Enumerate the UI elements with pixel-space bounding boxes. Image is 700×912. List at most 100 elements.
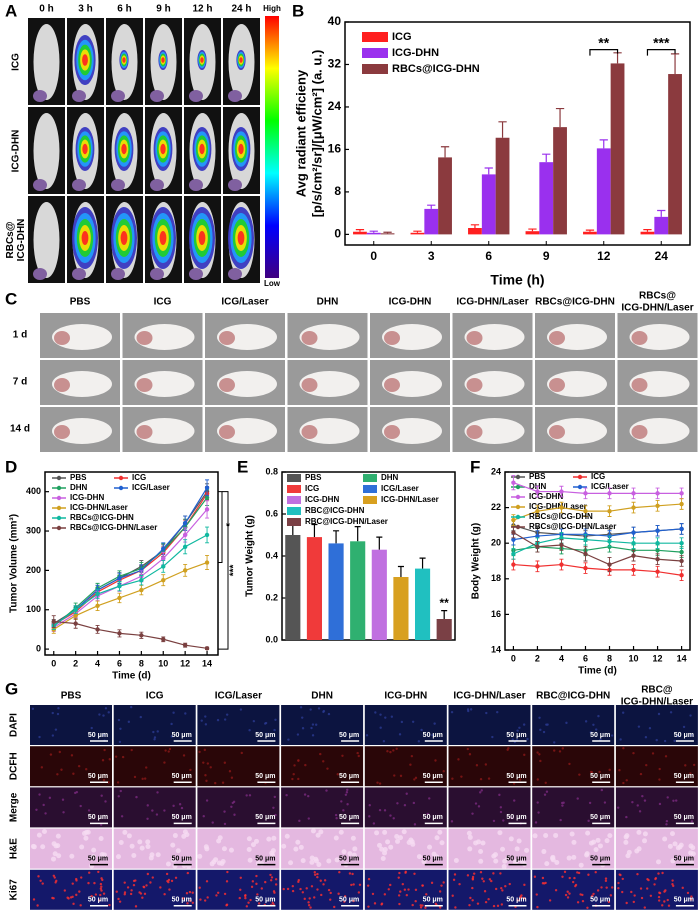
- legend-label: ICG-DHN/Laser: [529, 502, 587, 511]
- texture: [145, 839, 151, 845]
- y-tick-label: 0.4: [265, 550, 278, 560]
- scale-bar-label: 50 μm: [590, 897, 610, 904]
- texture: [484, 763, 488, 766]
- texture: [156, 791, 159, 794]
- tumor: [301, 378, 318, 392]
- texture: [398, 871, 401, 875]
- marker: [511, 480, 516, 485]
- texture: [378, 782, 382, 785]
- tumor: [631, 378, 648, 392]
- texture: [313, 856, 319, 862]
- texture: [295, 839, 301, 845]
- texture: [673, 739, 676, 743]
- texture: [333, 905, 336, 909]
- texture: [457, 758, 460, 761]
- texture: [481, 877, 484, 880]
- mouse: [629, 371, 690, 397]
- texture: [60, 768, 63, 771]
- marker: [559, 505, 564, 510]
- texture: [297, 759, 300, 762]
- mouse: [134, 418, 195, 444]
- marker: [182, 642, 188, 648]
- texture: [346, 803, 349, 806]
- texture: [689, 714, 692, 717]
- legend-label: ICG: [392, 31, 412, 43]
- texture: [413, 778, 416, 781]
- texture: [146, 872, 150, 876]
- scale-bar-label: 50 μm: [590, 855, 610, 862]
- texture: [378, 808, 382, 812]
- texture: [63, 889, 67, 892]
- tumor: [54, 425, 70, 439]
- texture: [230, 805, 233, 808]
- texture: [75, 893, 78, 897]
- series-line: [53, 620, 208, 649]
- texture: [168, 747, 172, 751]
- texture: [132, 883, 136, 887]
- texture: [200, 719, 203, 722]
- texture: [662, 836, 668, 842]
- stain-label: Merge: [9, 792, 20, 822]
- texture: [466, 747, 470, 751]
- texture: [123, 891, 127, 894]
- texture: [591, 894, 594, 898]
- marker: [679, 549, 684, 555]
- marker: [607, 508, 612, 514]
- texture: [99, 887, 103, 890]
- texture: [216, 891, 220, 895]
- marker: [117, 631, 122, 636]
- texture: [335, 817, 338, 820]
- texture: [239, 888, 242, 891]
- texture: [352, 899, 355, 903]
- time-label: 3 h: [78, 4, 92, 15]
- series-line: [53, 561, 208, 630]
- texture: [285, 793, 288, 797]
- texture: [669, 831, 675, 837]
- micrograph: [364, 828, 447, 869]
- texture: [123, 881, 126, 884]
- texture: [425, 893, 428, 896]
- texture: [39, 879, 42, 882]
- texture: [395, 747, 398, 751]
- bar: [668, 74, 682, 235]
- x-tick-label: 6: [117, 658, 122, 668]
- panel-label: D: [5, 457, 17, 476]
- texture: [182, 754, 186, 757]
- texture: [244, 896, 247, 900]
- legend-label: ICG-DHN: [305, 495, 339, 504]
- legend-swatch: [362, 32, 388, 42]
- texture: [115, 854, 121, 860]
- texture: [434, 759, 437, 762]
- texture: [56, 712, 60, 716]
- texture: [421, 859, 427, 865]
- marker: [511, 562, 516, 567]
- x-tick-label: 0: [511, 653, 516, 663]
- error-bar: [311, 523, 318, 538]
- texture: [98, 713, 101, 716]
- signal: [198, 231, 206, 245]
- micrograph: [281, 705, 364, 745]
- texture: [392, 817, 395, 820]
- texture: [516, 899, 519, 902]
- texture: [118, 840, 124, 846]
- texture: [72, 772, 75, 775]
- texture: [379, 726, 382, 729]
- texture: [559, 818, 562, 822]
- group-label: PBS: [61, 691, 82, 702]
- bar: [438, 157, 452, 235]
- texture: [334, 857, 340, 863]
- texture: [411, 720, 415, 723]
- mouse-head: [189, 90, 203, 102]
- texture: [51, 856, 57, 862]
- marker: [535, 544, 540, 549]
- texture: [87, 881, 90, 885]
- legend-marker: [56, 495, 62, 501]
- texture: [442, 770, 445, 773]
- texture: [130, 748, 133, 752]
- texture: [246, 836, 252, 842]
- texture: [541, 849, 547, 855]
- texture: [474, 802, 478, 805]
- texture: [351, 872, 354, 876]
- texture: [496, 904, 500, 908]
- mouse: [629, 418, 690, 444]
